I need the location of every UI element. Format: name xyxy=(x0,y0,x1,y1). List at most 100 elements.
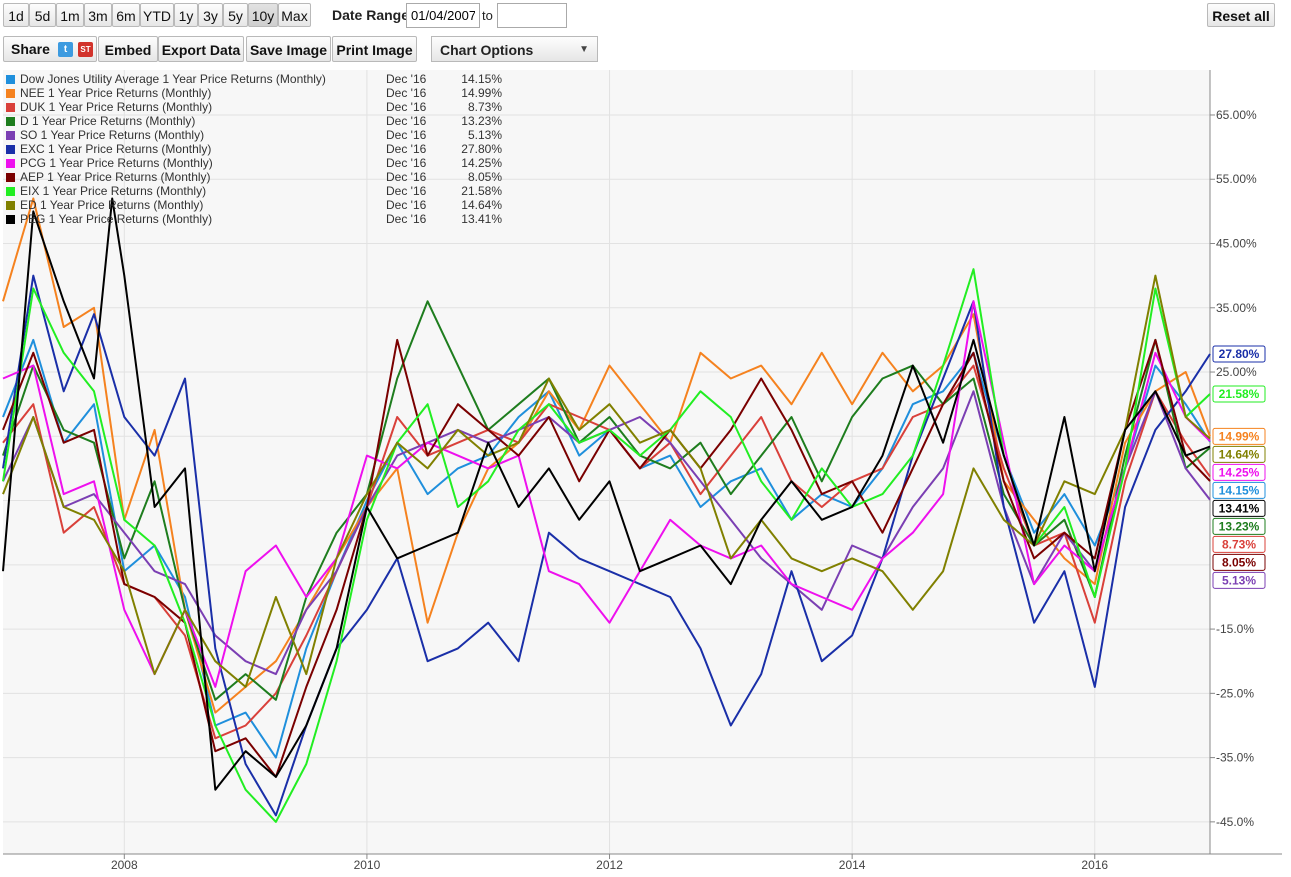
range-button-6m[interactable]: 6m xyxy=(112,3,140,27)
value-badge xyxy=(1212,427,1266,445)
y-tick-label: -45.0% xyxy=(1216,815,1254,829)
legend-name: SO 1 Year Price Returns (Monthly) xyxy=(20,128,205,142)
range-button-5d[interactable]: 5d xyxy=(29,3,56,27)
range-button-3y[interactable]: 3y xyxy=(198,3,223,27)
series-end-label-10: 13.41% xyxy=(1212,499,1266,517)
legend-value: 14.15% xyxy=(461,72,502,86)
range-button-5y[interactable]: 5y xyxy=(223,3,248,27)
range-button-10y[interactable]: 10y xyxy=(248,3,278,27)
legend-value: 13.23% xyxy=(461,114,502,128)
value-badge xyxy=(1212,571,1266,589)
chevron-down-icon: ▼ xyxy=(579,44,589,55)
legend-name: EXC 1 Year Price Returns (Monthly) xyxy=(20,142,212,156)
legend-name: AEP 1 Year Price Returns (Monthly) xyxy=(20,170,211,184)
end-date-input[interactable] xyxy=(497,3,567,28)
legend-item[interactable]: PCG 1 Year Price Returns (Monthly) Dec '1… xyxy=(6,156,502,170)
value-badge xyxy=(1212,517,1266,535)
legend-swatch xyxy=(6,89,15,98)
share-button[interactable]: Share t ST xyxy=(3,36,97,62)
legend-date: Dec '16 xyxy=(386,100,427,114)
value-badge-text: 8.73% xyxy=(1222,537,1256,551)
legend-date: Dec '16 xyxy=(386,72,427,86)
series-end-label-3: 13.23% xyxy=(1212,517,1266,535)
legend-item[interactable]: SO 1 Year Price Returns (Monthly) Dec '16… xyxy=(6,128,502,142)
legend-name: ED 1 Year Price Returns (Monthly) xyxy=(20,198,204,212)
legend-name: DUK 1 Year Price Returns (Monthly) xyxy=(20,100,213,114)
value-badge xyxy=(1212,499,1266,517)
legend-item[interactable]: NEE 1 Year Price Returns (Monthly) Dec '1… xyxy=(6,86,502,100)
legend-swatch xyxy=(6,173,15,182)
legend-value: 8.73% xyxy=(467,100,502,114)
legend-swatch xyxy=(6,187,15,196)
range-button-1m[interactable]: 1m xyxy=(56,3,84,27)
legend-item[interactable]: EXC 1 Year Price Returns (Monthly) Dec '1… xyxy=(6,142,502,156)
series-end-label-6: 14.25% xyxy=(1212,463,1266,481)
value-badge-text: 27.80% xyxy=(1219,347,1260,361)
value-badge-text: 14.64% xyxy=(1219,447,1260,461)
stocktwits-icon[interactable]: ST xyxy=(78,42,93,57)
chart-area[interactable]: 65.00% 55.00% 45.00% 35.00% 25.00% -15.0% -25.… xyxy=(0,68,1291,872)
line-chart[interactable]: 65.00% 55.00% 45.00% 35.00% 25.00% -15.0% -25.… xyxy=(0,68,1291,872)
legend-item[interactable]: Dow Jones Utility Average 1 Year Price R… xyxy=(6,72,502,86)
range-button-max[interactable]: Max xyxy=(278,3,311,27)
legend-swatch xyxy=(6,145,15,154)
legend-item[interactable]: ED 1 Year Price Returns (Monthly) Dec '16… xyxy=(6,198,502,212)
chart-options-dropdown[interactable]: Chart Options ▼ xyxy=(431,36,598,62)
legend-item[interactable]: PEG 1 Year Price Returns (Monthly) Dec '1… xyxy=(6,212,502,226)
legend-value: 14.64% xyxy=(461,198,502,212)
legend-item[interactable]: D 1 Year Price Returns (Monthly) Dec '16 1… xyxy=(6,114,502,128)
twitter-icon[interactable]: t xyxy=(58,42,73,57)
print-image-button[interactable]: Print Image xyxy=(332,36,417,62)
legend-date: Dec '16 xyxy=(386,142,427,156)
value-badge xyxy=(1212,385,1266,403)
series-line-3 xyxy=(2,300,1211,701)
range-button-ytd[interactable]: YTD xyxy=(140,3,174,27)
save-image-button[interactable]: Save Image xyxy=(246,36,331,62)
legend-value: 14.25% xyxy=(461,156,502,170)
legend-value: 5.13% xyxy=(467,128,502,142)
x-tick-label: 2012 xyxy=(596,858,623,872)
series-end-label-5: 27.80% xyxy=(1212,345,1266,363)
legend-date: Dec '16 xyxy=(386,212,427,226)
date-range-label: Date Range xyxy=(332,7,410,23)
legend-date: Dec '16 xyxy=(386,156,427,170)
legend-name: NEE 1 Year Price Returns (Monthly) xyxy=(20,86,212,100)
embed-button[interactable]: Embed xyxy=(98,36,158,62)
y-tick-label: 45.00% xyxy=(1216,237,1257,251)
value-badge xyxy=(1212,463,1266,481)
reset-all-button[interactable]: Reset all xyxy=(1207,3,1275,27)
legend-name: PEG 1 Year Price Returns (Monthly) xyxy=(20,212,213,226)
value-badge xyxy=(1212,345,1266,363)
start-date-input[interactable] xyxy=(406,3,480,28)
range-button-1d[interactable]: 1d xyxy=(3,3,29,27)
y-tick-label: 65.00% xyxy=(1216,108,1257,122)
y-tick-label: -35.0% xyxy=(1216,751,1254,765)
series-end-label-1: 14.99% xyxy=(1212,427,1266,445)
export-data-button[interactable]: Export Data xyxy=(158,36,244,62)
share-label: Share xyxy=(11,41,50,57)
series-end-label-2: 8.73% xyxy=(1212,535,1266,553)
y-tick-label: 25.00% xyxy=(1216,365,1257,379)
legend-item[interactable]: EIX 1 Year Price Returns (Monthly) Dec '1… xyxy=(6,184,502,198)
value-badge xyxy=(1212,553,1266,571)
legend-item[interactable]: DUK 1 Year Price Returns (Monthly) Dec '1… xyxy=(6,100,502,114)
range-button-3m[interactable]: 3m xyxy=(84,3,112,27)
value-badge xyxy=(1212,445,1266,463)
value-badge-text: 8.05% xyxy=(1222,555,1256,569)
range-button-1y[interactable]: 1y xyxy=(174,3,198,27)
legend-item[interactable]: AEP 1 Year Price Returns (Monthly) Dec '1… xyxy=(6,170,502,184)
legend-swatch xyxy=(6,159,15,168)
legend-name: EIX 1 Year Price Returns (Monthly) xyxy=(20,184,207,198)
y-tick-label: 35.00% xyxy=(1216,301,1257,315)
series-line-6 xyxy=(2,300,1211,688)
x-tick-label: 2016 xyxy=(1081,858,1108,872)
series-end-label-8: 21.58% xyxy=(1212,385,1266,403)
legend-name: Dow Jones Utility Average 1 Year Price R… xyxy=(20,72,326,86)
legend-swatch xyxy=(6,201,15,210)
x-tick-label: 2008 xyxy=(111,858,138,872)
series-line-9 xyxy=(2,274,1211,688)
value-badge-text: 5.13% xyxy=(1222,573,1256,587)
y-tick-label: -25.0% xyxy=(1216,686,1254,700)
value-badge-text: 14.15% xyxy=(1219,483,1260,497)
legend-swatch xyxy=(6,215,15,224)
